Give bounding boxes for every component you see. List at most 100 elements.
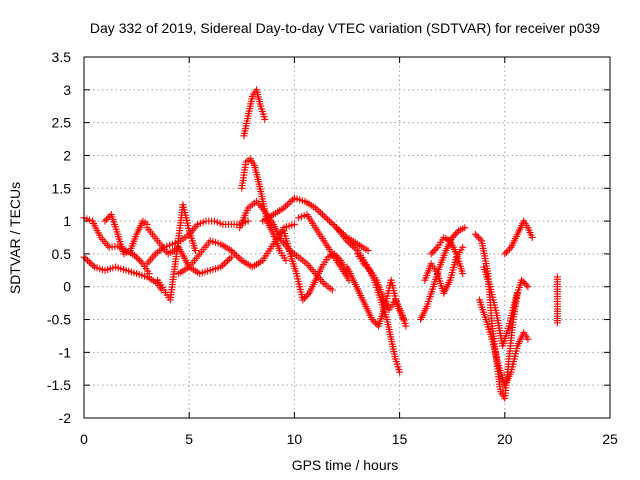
data-point-interp — [521, 279, 529, 287]
data-point-interp — [283, 201, 291, 209]
data-point-interp — [134, 255, 142, 263]
data-point-interp — [84, 257, 91, 264]
data-point-interp — [453, 229, 461, 237]
data-point — [227, 253, 235, 261]
data-point — [459, 270, 467, 278]
data-point-interp — [324, 216, 332, 223]
data-point-interp — [363, 263, 371, 271]
data-point-interp — [220, 260, 228, 268]
data-point — [210, 217, 218, 225]
data-point-interp — [476, 235, 484, 243]
data-point — [360, 260, 368, 268]
data-point-interp — [432, 245, 440, 253]
data-point-interp — [317, 209, 325, 217]
data-point-interp — [361, 261, 369, 269]
data-point-interp — [226, 255, 233, 263]
data-point-interp — [506, 245, 513, 253]
y-tick-label: -2 — [59, 410, 72, 426]
data-point-interp — [300, 294, 308, 302]
data-point — [299, 296, 307, 304]
y-tick-label: 1 — [63, 213, 71, 229]
data-point-interp — [85, 258, 93, 266]
data-point-interp — [329, 220, 337, 228]
data-point — [244, 217, 252, 225]
data-point — [290, 220, 298, 228]
data-point — [524, 283, 532, 291]
y-tick-label: 0 — [63, 279, 71, 295]
data-point-interp — [345, 238, 353, 246]
x-tick-label: 20 — [497, 431, 513, 447]
x-tick-label: 25 — [602, 431, 618, 447]
data-point-interp — [285, 199, 293, 207]
data-point-interp — [348, 242, 356, 250]
data-point-interp — [302, 293, 310, 301]
data-point-interp — [370, 317, 378, 325]
data-point — [227, 247, 235, 255]
data-point — [282, 257, 290, 264]
data-point-interp — [502, 248, 510, 256]
x-tick-label: 15 — [392, 431, 408, 447]
data-point-interp — [475, 234, 482, 241]
data-point — [518, 276, 526, 284]
y-tick-label: 2.5 — [52, 115, 72, 131]
x-tick-label: 5 — [185, 431, 193, 447]
data-point — [528, 234, 536, 241]
chart-title: Day 332 of 2019, Sidereal Day-to-day VTE… — [90, 20, 600, 36]
data-point-interp — [103, 215, 111, 223]
x-tick-label: 0 — [80, 431, 88, 447]
y-tick-label: 2 — [63, 147, 71, 163]
data-point-interp — [319, 211, 326, 218]
y-tick-label: -0.5 — [47, 312, 71, 328]
y-tick-label: -1.5 — [47, 377, 71, 393]
y-tick-label: 3 — [63, 82, 71, 98]
data-point — [328, 286, 336, 294]
data-point-interp — [104, 214, 112, 222]
data-point — [402, 322, 410, 330]
data-point — [101, 217, 109, 225]
data-point — [553, 319, 561, 327]
data-point-interp — [304, 291, 312, 299]
data-point-interp — [320, 212, 328, 220]
data-point-interp — [89, 261, 97, 269]
data-point-interp — [224, 257, 232, 264]
data-point-interp — [82, 255, 90, 263]
data-point — [524, 335, 532, 343]
data-point — [131, 251, 138, 259]
data-point — [427, 250, 435, 258]
data-point-interp — [313, 206, 321, 214]
data-point-interp — [429, 248, 437, 256]
data-point — [396, 368, 404, 376]
data-point-interp — [132, 253, 140, 261]
data-point-interp — [234, 253, 242, 261]
data-point-interp — [430, 247, 438, 255]
plot-frame — [83, 56, 611, 419]
data-point-interp — [287, 197, 295, 205]
data-point-interp — [331, 222, 339, 230]
data-point — [322, 214, 330, 222]
y-tick-label: 3.5 — [52, 49, 72, 65]
data-point-interp — [504, 247, 512, 255]
data-point-interp — [352, 245, 360, 253]
data-point — [217, 263, 225, 271]
data-point-interp — [450, 232, 458, 240]
data-point — [261, 115, 269, 123]
y-tick-label: 0.5 — [52, 246, 72, 262]
data-point — [364, 247, 372, 255]
data-point — [461, 224, 469, 232]
data-point — [459, 243, 467, 251]
data-point-interp — [451, 230, 459, 238]
data-point-interp — [371, 319, 379, 327]
y-tick-label: -1 — [59, 344, 72, 360]
data-point-interp — [137, 258, 145, 266]
data-point — [471, 230, 479, 238]
y-tick-label: 1.5 — [52, 180, 72, 196]
y-axis-tick-labels: -2 -1.5 -1 -0.5 0 0.5 1 1.5 2 2.5 3 3.5 — [47, 49, 71, 426]
data-point — [368, 316, 376, 323]
data-point — [501, 250, 509, 258]
data-point-interp — [522, 281, 530, 289]
data-point-interp — [327, 219, 335, 227]
data-point — [280, 204, 288, 212]
data-point-interp — [231, 250, 239, 258]
data-point-interp — [519, 278, 527, 286]
data-points — [80, 86, 561, 402]
